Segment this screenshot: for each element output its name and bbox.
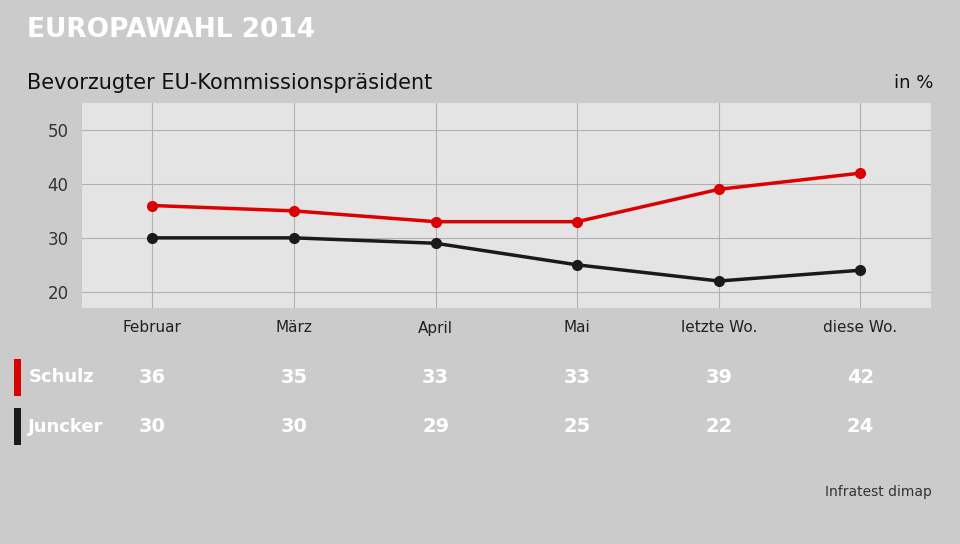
Text: letzte Wo.: letzte Wo. (681, 320, 757, 336)
Text: 35: 35 (280, 368, 307, 387)
Text: 24: 24 (847, 417, 874, 436)
Text: 42: 42 (847, 368, 874, 387)
Text: 33: 33 (564, 368, 590, 387)
Text: 22: 22 (706, 417, 732, 436)
Text: März: März (276, 320, 312, 336)
Text: 29: 29 (422, 417, 449, 436)
Text: Juncker: Juncker (29, 418, 104, 436)
Text: 30: 30 (280, 417, 307, 436)
Text: 30: 30 (139, 417, 166, 436)
Text: Schulz: Schulz (29, 368, 94, 386)
Text: Infratest dimap: Infratest dimap (825, 485, 931, 498)
Bar (14, 359, 21, 396)
Text: Mai: Mai (564, 320, 590, 336)
Text: 33: 33 (422, 368, 449, 387)
Text: Bevorzugter EU-Kommissionspräsident: Bevorzugter EU-Kommissionspräsident (27, 73, 432, 92)
Text: April: April (419, 320, 453, 336)
Text: 39: 39 (706, 368, 732, 387)
Text: 25: 25 (564, 417, 590, 436)
Text: diese Wo.: diese Wo. (824, 320, 898, 336)
Text: in %: in % (894, 74, 933, 92)
Text: EUROPAWAHL 2014: EUROPAWAHL 2014 (27, 17, 315, 43)
Bar (14, 409, 21, 445)
Text: 36: 36 (139, 368, 166, 387)
Text: Februar: Februar (123, 320, 181, 336)
